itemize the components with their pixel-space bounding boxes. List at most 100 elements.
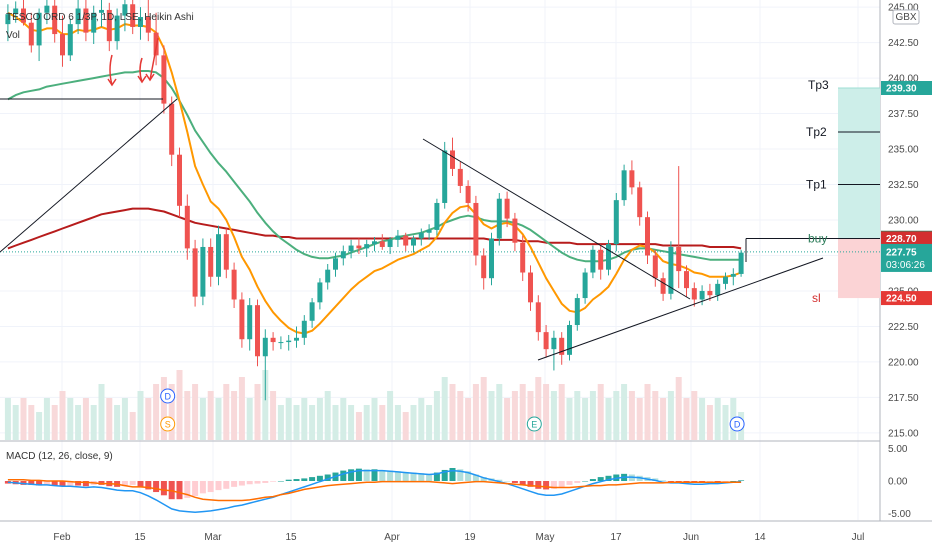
macd-histogram-bar bbox=[558, 481, 565, 488]
price-tick-label: 237.50 bbox=[888, 109, 919, 120]
macd-histogram-bar bbox=[355, 468, 362, 481]
macd-histogram-bar bbox=[207, 481, 214, 493]
candle-body bbox=[465, 185, 471, 203]
volume-bar bbox=[293, 405, 300, 440]
candle-body bbox=[699, 290, 705, 300]
volume-bar bbox=[558, 384, 565, 440]
candle-body bbox=[645, 217, 650, 256]
macd-histogram-bar bbox=[582, 481, 589, 482]
candle-body bbox=[598, 249, 604, 270]
candle-body bbox=[528, 272, 533, 303]
macd-histogram-bar bbox=[574, 481, 581, 483]
macd-histogram-bar bbox=[410, 472, 417, 481]
volume-bar bbox=[441, 377, 448, 440]
volume-bar bbox=[394, 405, 401, 440]
volume-bar bbox=[168, 384, 175, 440]
trend-line bbox=[422, 138, 691, 300]
current-price-text: 227.75 bbox=[886, 247, 917, 258]
volume-bar bbox=[706, 405, 713, 440]
candle-body bbox=[379, 241, 385, 247]
candle-body bbox=[387, 239, 393, 247]
candle-body bbox=[67, 24, 73, 56]
macd-tick-label: 0.00 bbox=[888, 477, 908, 488]
macd-histogram-bar bbox=[418, 473, 425, 481]
ma-orange-line bbox=[7, 11, 742, 335]
candle-body bbox=[590, 249, 596, 273]
price-tick-label: 242.50 bbox=[888, 38, 919, 49]
volume-bar bbox=[699, 398, 706, 440]
macd-histogram-bar bbox=[184, 481, 191, 498]
volume-bar bbox=[667, 391, 674, 440]
candle-body bbox=[395, 235, 401, 240]
time-tick-label: 19 bbox=[464, 532, 476, 543]
candle-body bbox=[130, 4, 136, 27]
candle-body bbox=[216, 234, 221, 277]
tp3-label: Tp3 bbox=[808, 78, 829, 92]
candle-body bbox=[426, 229, 432, 233]
volume-bar bbox=[472, 384, 479, 440]
candle-body bbox=[169, 103, 175, 155]
macd-histogram-bar bbox=[301, 478, 308, 481]
volume-bar bbox=[636, 398, 643, 440]
volume-bar bbox=[363, 405, 370, 440]
macd-histogram-bar bbox=[511, 481, 518, 483]
volume-bars bbox=[4, 370, 745, 440]
macd-histogram-bar bbox=[309, 477, 316, 481]
candle-body bbox=[208, 246, 214, 277]
arrow-head-icon bbox=[107, 78, 117, 87]
volume-bar bbox=[644, 384, 651, 440]
annotation-labels: D S E D Tp3 Tp2 Tp1 buy sl bbox=[160, 78, 829, 432]
macd-tick-label: 5.00 bbox=[888, 444, 908, 455]
candle-body bbox=[99, 9, 104, 13]
candle-body bbox=[372, 241, 377, 245]
candle-body bbox=[114, 15, 120, 42]
candle-body bbox=[255, 305, 260, 357]
arrow-down-icon bbox=[149, 37, 159, 81]
moving-averages bbox=[0, 11, 880, 335]
macd-histogram-bar bbox=[262, 481, 269, 483]
time-tick-label: 15 bbox=[134, 532, 146, 543]
volume-bar bbox=[550, 391, 557, 440]
candle-body bbox=[411, 238, 416, 246]
macd-histogram-bar bbox=[254, 481, 261, 484]
volume-bar bbox=[340, 398, 347, 440]
macd-histogram-bar bbox=[722, 481, 729, 482]
buy-label: buy bbox=[808, 231, 827, 245]
price-tick-label: 235.00 bbox=[888, 145, 919, 156]
candle-body bbox=[13, 8, 19, 15]
volume-bar bbox=[184, 391, 191, 440]
volume-bar bbox=[582, 398, 589, 440]
macd-histogram-bar bbox=[457, 469, 464, 481]
macd-tick-label: -5.00 bbox=[888, 509, 911, 520]
time-tick-label: Jun bbox=[683, 532, 699, 543]
candle-body bbox=[270, 337, 276, 343]
macd-histogram-bar bbox=[449, 468, 456, 481]
currency-badge bbox=[892, 9, 920, 25]
volume-bar bbox=[589, 391, 596, 440]
candle-body bbox=[730, 273, 736, 277]
volume-bar bbox=[285, 398, 292, 440]
chart-title: TESCO ORD 6 1/3P, 1D, LSE, Heikin Ashi bbox=[6, 12, 194, 23]
macd-line bbox=[7, 469, 742, 513]
volume-bar bbox=[605, 398, 612, 440]
sl-label: sl bbox=[812, 291, 821, 305]
volume-bar bbox=[176, 370, 183, 440]
tp2-label: Tp2 bbox=[806, 125, 827, 139]
price-axis[interactable]: 215.00217.50220.00222.50225.00227.50230.… bbox=[881, 3, 932, 520]
macd-panel bbox=[4, 468, 745, 513]
candle-body bbox=[356, 245, 362, 249]
candle-body bbox=[418, 232, 424, 239]
candle-body bbox=[582, 272, 588, 299]
macd-histogram-bar bbox=[426, 473, 433, 481]
volume-bar bbox=[246, 398, 253, 440]
candle-body bbox=[496, 198, 502, 239]
time-axis[interactable]: Feb 15 Mar 15 Apr 19 May 17 Jun 14 Jul bbox=[53, 532, 864, 543]
candle-body bbox=[21, 8, 26, 23]
volume-bar bbox=[457, 391, 464, 440]
event-marker-label: D bbox=[164, 392, 171, 402]
macd-histogram-bar bbox=[246, 481, 253, 485]
candle-body bbox=[652, 255, 658, 279]
candle-body bbox=[715, 283, 721, 296]
volume-bar bbox=[332, 405, 339, 440]
